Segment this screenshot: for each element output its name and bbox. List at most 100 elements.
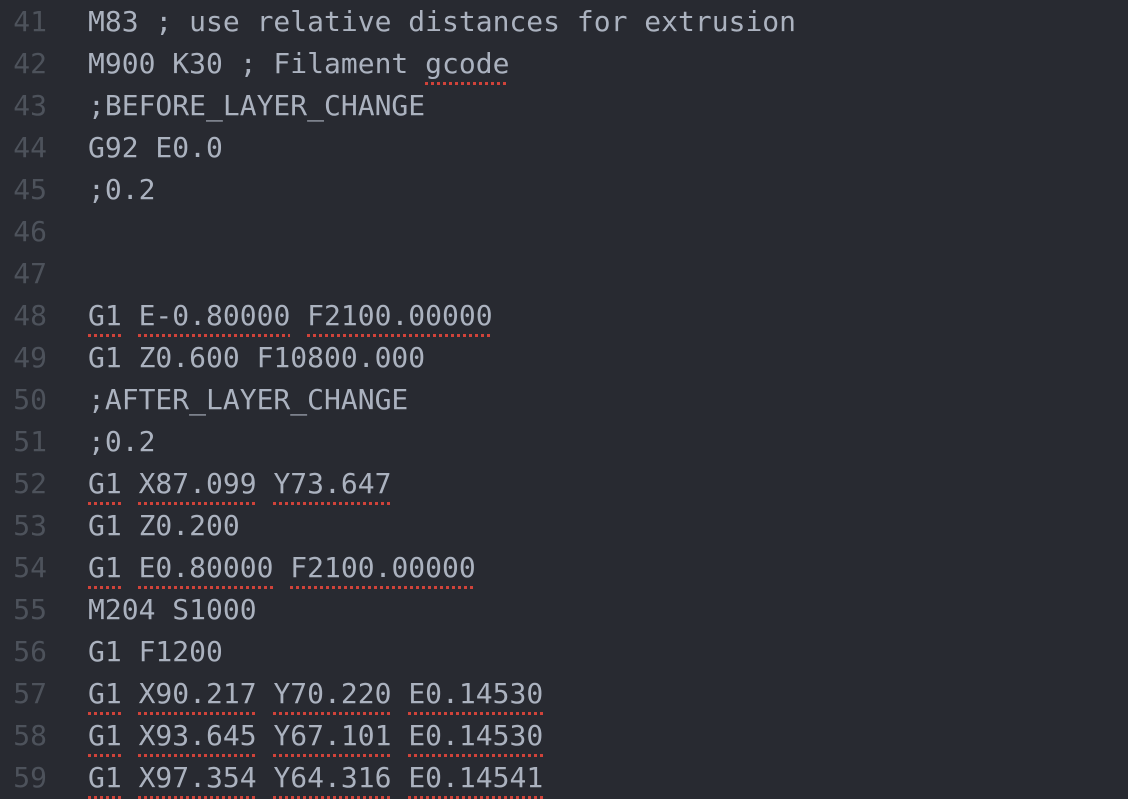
code-token: M83 ; use relative distances for extrusi… (88, 5, 797, 38)
code-token: G1 Z0.600 F10800.000 (88, 341, 426, 374)
misspelled-token: E0.80000 (138, 551, 274, 584)
code-token (257, 761, 274, 794)
line-content[interactable]: G1 E-0.80000 F2100.00000 (88, 295, 493, 337)
misspelled-token: X87.099 (138, 467, 257, 500)
code-token (391, 677, 408, 710)
misspelled-token: E0.14530 (408, 677, 544, 710)
code-line[interactable]: 51 ;0.2 (0, 421, 1128, 463)
line-number: 44 (13, 131, 47, 164)
misspelled-token: Y70.220 (273, 677, 392, 710)
line-content[interactable]: M83 ; use relative distances for extrusi… (88, 1, 796, 43)
code-line[interactable]: 50 ;AFTER_LAYER_CHANGE (0, 379, 1128, 421)
code-token (391, 719, 408, 752)
code-line[interactable]: 46 (0, 211, 1128, 253)
line-number: 43 (13, 89, 47, 122)
line-content[interactable]: G1 X97.354 Y64.316 E0.14541 (88, 757, 543, 799)
code-token (122, 761, 139, 794)
line-content[interactable]: ;0.2 (88, 421, 155, 463)
misspelled-token: F2100.00000 (307, 299, 493, 332)
misspelled-token: E0.14541 (408, 761, 544, 794)
code-token (122, 677, 139, 710)
line-content[interactable]: G1 X90.217 Y70.220 E0.14530 (88, 673, 543, 715)
line-number: 59 (13, 761, 47, 794)
line-content[interactable]: G1 Z0.600 F10800.000 (88, 337, 425, 379)
code-line[interactable]: 48 G1 E-0.80000 F2100.00000 (0, 295, 1128, 337)
code-token (290, 299, 307, 332)
code-token: M204 S1000 (88, 593, 257, 626)
code-line[interactable]: 56 G1 F1200 (0, 631, 1128, 673)
code-token (122, 299, 139, 332)
misspelled-token: X90.217 (138, 677, 257, 710)
misspelled-token: G1 (88, 677, 122, 710)
line-content[interactable]: ;0.2 (88, 169, 155, 211)
code-token: G92 E0.0 (88, 131, 223, 164)
code-token: ;BEFORE_LAYER_CHANGE (88, 89, 426, 122)
line-number: 42 (13, 47, 47, 80)
code-token: ;0.2 (88, 173, 156, 206)
line-content[interactable]: G1 X87.099 Y73.647 (88, 463, 391, 505)
line-number: 55 (13, 593, 47, 626)
misspelled-token: F2100.00000 (290, 551, 476, 584)
line-content[interactable]: G1 E0.80000 F2100.00000 (88, 547, 476, 589)
line-content[interactable]: G92 E0.0 (88, 127, 223, 169)
line-number: 52 (13, 467, 47, 500)
line-content[interactable]: G1 F1200 (88, 631, 223, 673)
code-line[interactable]: 54 G1 E0.80000 F2100.00000 (0, 547, 1128, 589)
misspelled-token: X97.354 (138, 761, 257, 794)
code-token (391, 761, 408, 794)
code-token: M900 K30 ; Filament (88, 47, 426, 80)
code-line[interactable]: 58 G1 X93.645 Y67.101 E0.14530 (0, 715, 1128, 757)
code-token (122, 467, 139, 500)
line-content[interactable]: ;AFTER_LAYER_CHANGE (88, 379, 408, 421)
line-number: 48 (13, 299, 47, 332)
line-number: 54 (13, 551, 47, 584)
misspelled-token: G1 (88, 467, 122, 500)
code-line[interactable]: 41 M83 ; use relative distances for extru… (0, 1, 1128, 43)
code-line[interactable]: 53 G1 Z0.200 (0, 505, 1128, 547)
code-line[interactable]: 57 G1 X90.217 Y70.220 E0.14530 (0, 673, 1128, 715)
code-token: ;AFTER_LAYER_CHANGE (88, 383, 409, 416)
code-token (122, 551, 139, 584)
misspelled-token: G1 (88, 761, 122, 794)
line-content[interactable]: G1 Z0.200 (88, 505, 240, 547)
line-number: 53 (13, 509, 47, 542)
code-line[interactable]: 42 M900 K30 ; Filament gcode (0, 43, 1128, 85)
code-token (273, 551, 290, 584)
code-line[interactable]: 55 M204 S1000 (0, 589, 1128, 631)
line-number: 50 (13, 383, 47, 416)
line-number: 41 (13, 5, 47, 38)
misspelled-token: G1 (88, 719, 122, 752)
code-token: G1 F1200 (88, 635, 223, 668)
code-token (122, 719, 139, 752)
line-number: 57 (13, 677, 47, 710)
code-line[interactable]: 47 (0, 253, 1128, 295)
misspelled-token: Y64.316 (273, 761, 392, 794)
code-token (257, 719, 274, 752)
line-content[interactable]: G1 X93.645 Y67.101 E0.14530 (88, 715, 543, 757)
misspelled-token: G1 (88, 551, 122, 584)
code-line[interactable]: 59 G1 X97.354 Y64.316 E0.14541 (0, 757, 1128, 799)
misspelled-token: E-0.80000 (138, 299, 291, 332)
code-token (257, 677, 274, 710)
line-content[interactable]: M204 S1000 (88, 589, 257, 631)
line-number: 58 (13, 719, 47, 752)
line-number: 49 (13, 341, 47, 374)
code-line[interactable]: 43 ;BEFORE_LAYER_CHANGE (0, 85, 1128, 127)
line-content[interactable]: M900 K30 ; Filament gcode (88, 43, 509, 85)
line-content[interactable]: ;BEFORE_LAYER_CHANGE (88, 85, 425, 127)
code-line[interactable]: 45 ;0.2 (0, 169, 1128, 211)
code-line[interactable]: 52 G1 X87.099 Y73.647 (0, 463, 1128, 505)
line-number: 51 (13, 425, 47, 458)
misspelled-token: G1 (88, 299, 122, 332)
misspelled-token: Y73.647 (273, 467, 392, 500)
code-line[interactable]: 49 G1 Z0.600 F10800.000 (0, 337, 1128, 379)
misspelled-token: Y67.101 (273, 719, 392, 752)
code-line[interactable]: 44 G92 E0.0 (0, 127, 1128, 169)
line-number: 47 (13, 257, 47, 290)
line-number: 56 (13, 635, 47, 668)
code-token: ;0.2 (88, 425, 156, 458)
code-token: G1 Z0.200 (88, 509, 240, 542)
misspelled-token: X93.645 (138, 719, 257, 752)
line-number: 45 (13, 173, 47, 206)
